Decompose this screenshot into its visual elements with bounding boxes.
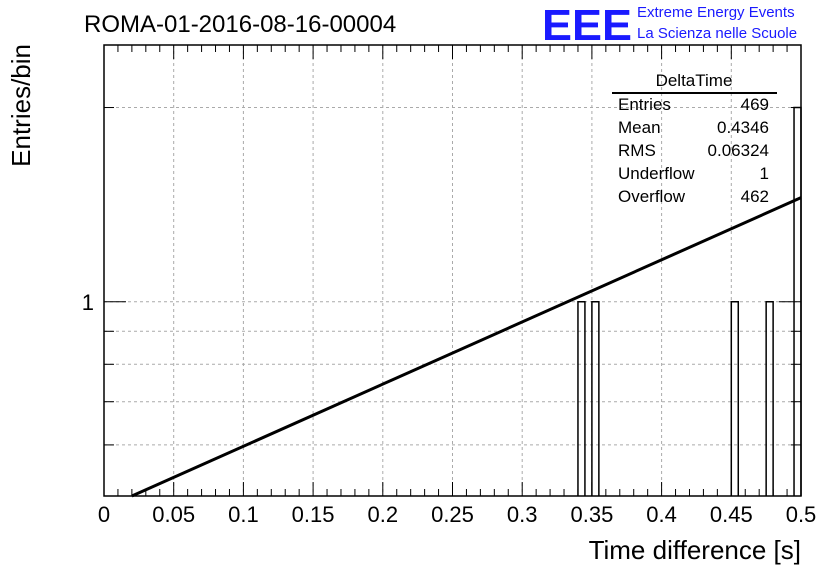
y-tick-labels: 1 (82, 290, 94, 315)
stats-row-label: Mean (618, 118, 661, 137)
stats-row-label: Underflow (618, 164, 695, 183)
logo-line-2: La Scienza nelle Scuole (637, 25, 797, 42)
stats-row-value: 462 (741, 187, 769, 206)
stats-row-value: 469 (741, 95, 769, 114)
x-tick-label: 0.45 (710, 502, 753, 527)
stats-row-value: 0.4346 (717, 118, 769, 137)
fit-line-layer (131, 196, 802, 498)
x-tick-label: 0.2 (368, 502, 399, 527)
grid-lines (104, 45, 801, 496)
histogram-bin (591, 301, 600, 496)
stats-title: DeltaTime (656, 71, 733, 90)
histogram-bin (765, 301, 774, 496)
logo-line-1: Extreme Energy Events (637, 4, 795, 21)
x-tick-label: 0.3 (507, 502, 538, 527)
stats-row-value: 1 (760, 164, 769, 183)
histogram-bin (577, 301, 586, 496)
x-tick-label: 0.35 (570, 502, 613, 527)
x-tick-label: 0 (98, 502, 110, 527)
x-tick-label: 0.5 (786, 502, 817, 527)
stats-row-label: RMS (618, 141, 656, 160)
stats-box: DeltaTime Entries 469 Mean 0.4346 RMS 0.06324… (612, 71, 777, 206)
x-tick-label: 0.4 (646, 502, 677, 527)
eee-logo: EEE Extreme Energy Events La Scienza nel… (542, 1, 797, 50)
stats-row-label: Entries (618, 95, 671, 114)
stats-row-value: 0.06324 (708, 141, 769, 160)
x-tick-label: 0.25 (431, 502, 474, 527)
x-tick-labels: 0 0.05 0.1 0.15 0.2 0.25 0.3 0.35 0.4 0.45 0.5 (98, 502, 816, 527)
histogram-bin (730, 301, 740, 496)
run-title: ROMA-01-2016-08-16-00004 (84, 11, 396, 38)
x-tick-label: 0.05 (152, 502, 195, 527)
x-tick-label: 0.15 (292, 502, 335, 527)
stats-row-label: Overflow (618, 187, 686, 206)
x-axis-title: Time difference [s] (589, 535, 801, 565)
stats-rows: Entries 469 Mean 0.4346 RMS 0.06324 Underflow 1… (618, 95, 769, 206)
fit-line (131, 196, 802, 498)
y-tick-label: 1 (82, 290, 94, 315)
y-axis-title: Entries/bin (6, 44, 36, 167)
axes (103, 44, 802, 497)
eee-logo-mark: EEE (542, 1, 632, 50)
x-tick-label: 0.1 (228, 502, 259, 527)
